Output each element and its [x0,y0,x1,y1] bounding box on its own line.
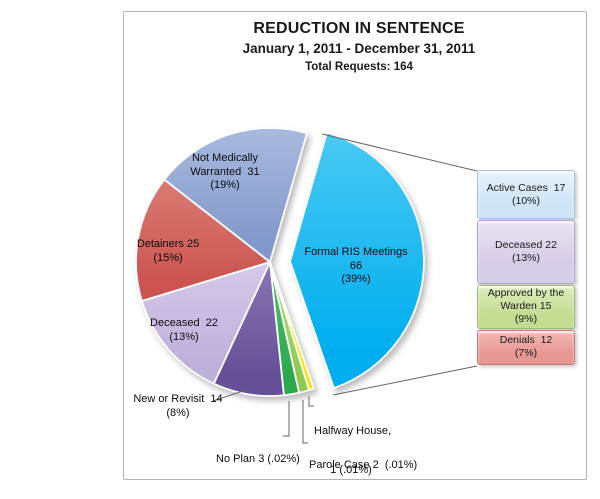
connector-line-bottom [332,365,478,396]
breakdown-segment-label: Warden 15 [500,300,552,313]
label-not-medically-warranted: Not Medically Warranted 31 (19%) [190,152,260,191]
breakdown-segment-active-cases: Active Cases 17 (10%) [477,170,575,220]
chart-header: REDUCTION IN SENTENCE January 1, 2011 - … [123,19,595,74]
connector-line-top [321,133,478,172]
label-deceased: Deceased 22 (13%) [150,317,218,343]
breakdown-segment-label: Deceased 22 [495,239,557,252]
chart-total-requests: Total Requests: 164 [305,60,413,73]
breakdown-bar: Active Cases 17 (10%) Deceased 22 (13%) Appr… [477,170,575,366]
pie-slice-not-medically-warranted [163,127,308,263]
pie-slice-formal-ris-meetings [289,131,425,389]
breakdown-segment-approved-by-the-warden: Approved by the Warden 15 (9%) [477,284,575,329]
leader-line-new-or-revisit [212,389,247,402]
chart-subtitle: January 1, 2011 - December 31, 2011 [242,41,476,56]
label-parole-case: Parole Case 2 (.01%) [309,459,418,471]
breakdown-segment-label: (13%) [511,252,540,265]
chart-title: REDUCTION IN SENTENCE [253,20,465,37]
label-halfway-house: Halfway House, 1 (.01%) [314,425,392,476]
label-detainers: Detainers 25 (15%) [136,238,200,264]
breakdown-segment-label: Approved by the [487,287,565,300]
breakdown-segment-label: Denials 12 [499,334,553,347]
breakdown-segment-label: (10%) [511,194,540,207]
leader-line-no-plan [283,401,290,437]
breakdown-segment-label: (9%) [514,313,538,326]
breakdown-segment-label: (7%) [514,347,538,360]
label-formal-ris-meetings: Formal RIS Meetings 66 (39%) [304,246,408,285]
pie-slice-deceased [140,261,271,385]
breakdown-segment-deceased: Deceased 22 (13%) [477,220,575,284]
breakdown-segment-label: Active Cases 17 [486,181,566,194]
breakdown-segment-denials: Denials 12 (7%) [477,329,575,365]
label-no-plan: No Plan 3 (.02%) [216,453,300,465]
label-new-or-revisit: New or Revisit 14 (8%) [133,393,223,419]
leader-line-parole-case [302,400,308,444]
pie-slice-detainers [135,178,271,302]
leader-line-halfway-house [308,396,314,407]
connector-lines [212,133,478,444]
